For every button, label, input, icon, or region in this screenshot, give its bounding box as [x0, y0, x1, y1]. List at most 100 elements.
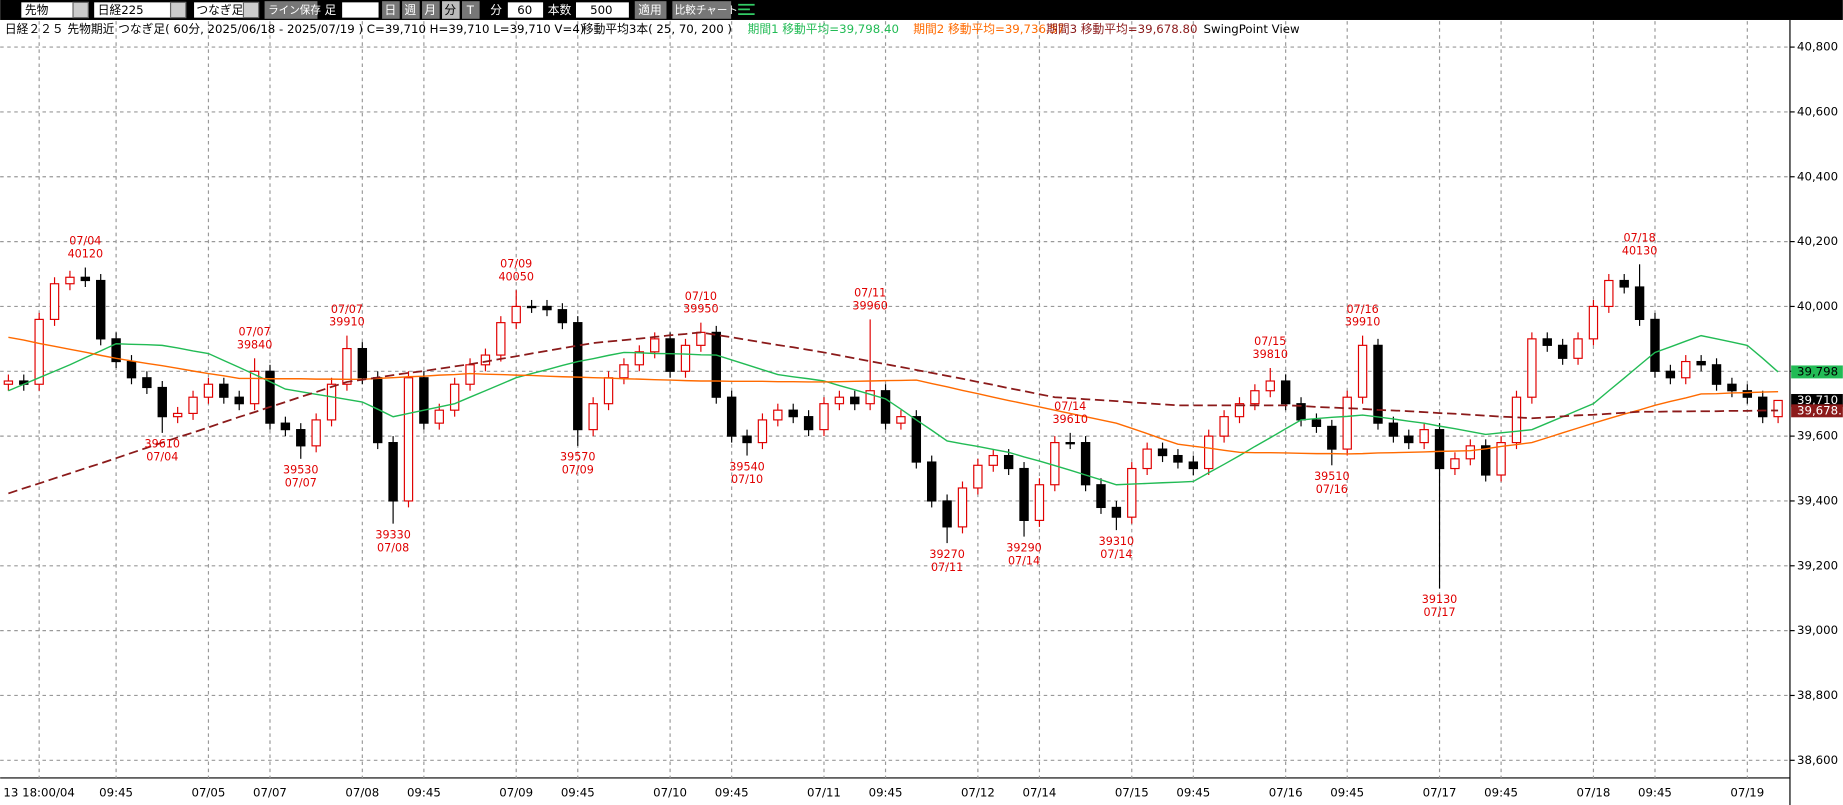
dropdown-arrow[interactable]	[72, 1, 89, 19]
swing-price: 39310	[1099, 535, 1135, 548]
candle-body	[234, 396, 244, 405]
ashi-label: 足	[325, 3, 337, 17]
candle-body	[1758, 396, 1768, 418]
ma-line	[8, 331, 1779, 495]
candle-body	[342, 347, 352, 385]
candle-body	[603, 377, 614, 405]
symbol-select[interactable]	[94, 2, 186, 18]
candle-body	[726, 396, 737, 437]
price-tag	[1791, 404, 1843, 418]
save-text: ライン保存	[268, 4, 321, 17]
day-text: 日	[384, 3, 396, 17]
apply-button[interactable]	[634, 1, 667, 19]
y-tick-label: 40,400	[1797, 169, 1838, 183]
swing-date: 07/16	[1347, 303, 1379, 316]
candle-body	[1050, 442, 1060, 486]
tick-button[interactable]	[462, 1, 480, 19]
candle-body	[1481, 445, 1491, 476]
x-tick-label: 13 18:00/04	[3, 786, 74, 800]
candle-body	[742, 435, 752, 444]
market-select[interactable]	[21, 2, 89, 18]
x-tick-label: 07/16	[1269, 786, 1303, 800]
candle-body	[326, 383, 337, 421]
toolbar-bg	[0, 0, 1843, 20]
candle-body	[511, 305, 521, 324]
candle-body	[249, 370, 260, 405]
tick-text: T	[466, 3, 475, 17]
candle-body	[1388, 422, 1399, 437]
compare-button[interactable]	[672, 1, 732, 19]
chart-title: 日経２２５ 先物期近 つなぎ足( 60分, 2025/06/18 - 2025/…	[5, 22, 585, 36]
day-button[interactable]	[382, 1, 400, 19]
save-button[interactable]	[264, 1, 318, 19]
x-tick-label: 07/14	[1022, 786, 1056, 800]
ma-title: 移動平均3本( 25, 70, 200 )	[582, 22, 732, 36]
dropdown-arrow[interactable]	[242, 1, 260, 19]
week-button[interactable]	[402, 1, 420, 19]
swing-price: 39960	[852, 299, 888, 312]
swing-date: 07/07	[285, 476, 317, 489]
candle-body	[1742, 390, 1753, 398]
x-tick-label: 07/08	[345, 786, 379, 800]
kind-text: つなぎ足	[196, 3, 243, 17]
swing-date: 07/09	[562, 464, 594, 477]
count-label: 本数	[548, 3, 572, 17]
candle-body	[1681, 360, 1691, 379]
price-tag	[1791, 365, 1843, 379]
candle-body	[1173, 454, 1183, 463]
swing-date: 07/14	[1100, 548, 1132, 561]
candle-body	[65, 276, 75, 285]
swing-price: 39540	[729, 460, 765, 473]
candle-body	[388, 442, 398, 502]
swing-price: 39910	[1345, 316, 1381, 329]
candle-body	[557, 309, 568, 324]
candle-body	[1111, 506, 1122, 518]
y-tick-label: 39,600	[1797, 429, 1838, 443]
swing-date: 07/18	[1624, 231, 1656, 244]
swing-price: 39910	[329, 316, 365, 329]
x-tick-label: 07/09	[499, 786, 533, 800]
candle-body	[542, 305, 552, 311]
x-tick-label: 07/17	[1423, 786, 1457, 800]
candle-body	[1065, 442, 1075, 445]
candle-body	[1696, 360, 1706, 366]
kind-select[interactable]	[194, 2, 259, 18]
candle-body	[403, 377, 414, 502]
minute-button[interactable]	[442, 1, 460, 19]
candle-body	[1404, 435, 1414, 444]
x-tick-label: 09:45	[561, 786, 595, 800]
candle-body	[1342, 396, 1352, 450]
candle-body	[896, 416, 906, 424]
candle-body	[1204, 435, 1214, 470]
week-text: 週	[404, 3, 416, 17]
swing-date: 07/16	[1316, 483, 1348, 496]
candle-body	[927, 461, 937, 502]
count-input[interactable]	[575, 2, 629, 18]
price-tag-label: 39,678.	[1797, 403, 1842, 417]
candle-body	[1080, 442, 1091, 486]
candle-body	[1157, 448, 1168, 457]
swing-price: 39950	[683, 303, 719, 316]
dropdown-arrow[interactable]	[169, 1, 187, 19]
x-tick-label: 09:45	[1330, 786, 1364, 800]
candle-body	[1650, 318, 1660, 372]
candle-body	[957, 487, 968, 528]
x-tick-label: 07/15	[1115, 786, 1149, 800]
candle-body	[449, 383, 460, 411]
ashi-input[interactable]	[342, 2, 379, 18]
candle-body	[1511, 396, 1522, 444]
swing-date: 07/07	[331, 303, 363, 316]
candle-body	[773, 409, 783, 421]
candle-body	[573, 322, 583, 431]
candle-body	[988, 454, 998, 466]
candle-body	[1127, 467, 1137, 518]
candle-body	[480, 354, 491, 366]
candle-body	[1711, 364, 1722, 385]
candle-body	[834, 396, 845, 405]
swing-price: 40130	[1622, 244, 1658, 257]
candle-body	[526, 305, 537, 309]
candle-body	[757, 419, 768, 444]
month-button[interactable]	[422, 1, 440, 19]
interval-input[interactable]	[507, 2, 544, 18]
